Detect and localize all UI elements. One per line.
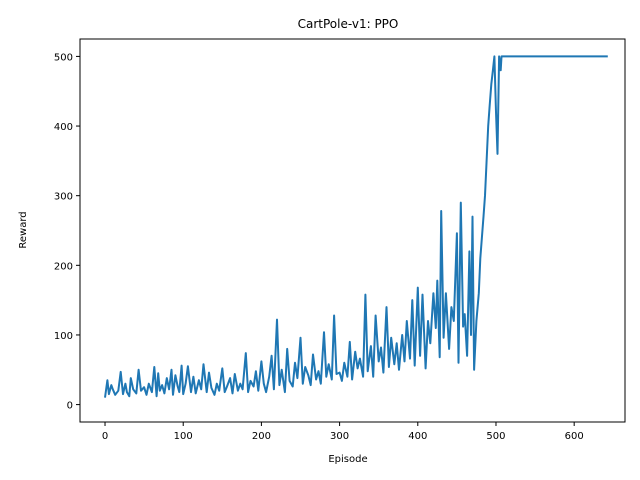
y-axis: 0 100 200 300 400 500 xyxy=(54,52,80,412)
plot-area xyxy=(79,38,626,423)
y-tick-label: 200 xyxy=(54,261,73,272)
y-tick-label: 500 xyxy=(54,52,73,63)
y-tick-label: 300 xyxy=(54,192,73,203)
x-tick-label: 300 xyxy=(330,431,349,442)
x-tick-label: 200 xyxy=(252,431,271,442)
y-axis-label: Reward xyxy=(18,211,29,248)
y-tick-label: 100 xyxy=(54,331,73,342)
x-tick-label: 600 xyxy=(565,431,584,442)
x-axis: 0 100 200 300 400 500 600 xyxy=(102,422,584,442)
x-axis-label: Episode xyxy=(328,454,367,465)
x-tick-label: 500 xyxy=(486,431,505,442)
series-line xyxy=(104,55,608,398)
chart-title: CartPole-v1: PPO xyxy=(298,17,399,31)
x-tick-label: 100 xyxy=(174,431,193,442)
y-tick-label: 0 xyxy=(67,401,73,412)
x-tick-label: 0 xyxy=(102,431,108,442)
plot-frame xyxy=(79,38,626,423)
x-tick-label: 400 xyxy=(408,431,427,442)
y-tick-label: 400 xyxy=(54,122,73,133)
